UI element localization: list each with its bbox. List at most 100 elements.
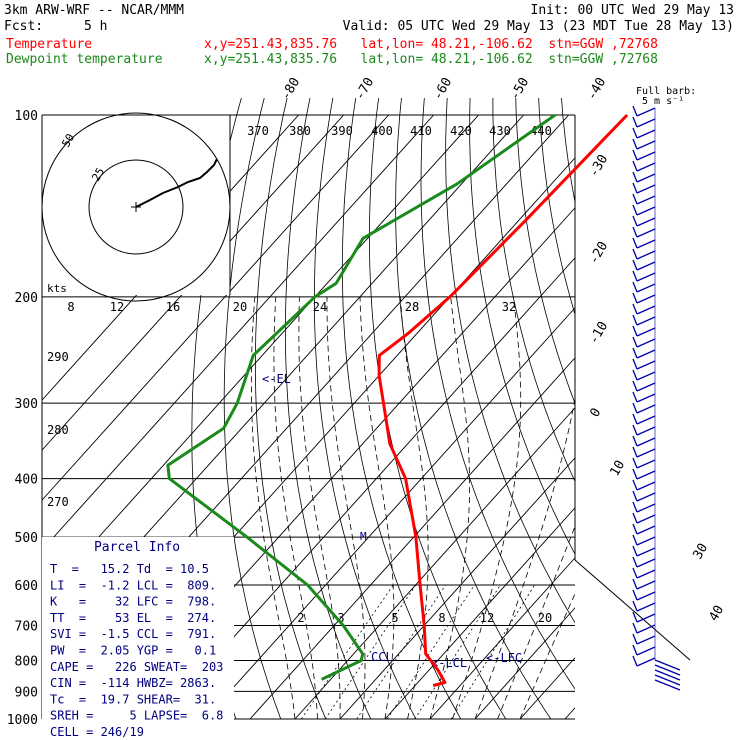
legend-temperature-info: x,y=251.43,835.76 lat,lon= 48.21,-106.62… xyxy=(204,37,658,52)
barb-flag xyxy=(632,105,638,117)
dry-adiabat xyxy=(538,98,575,316)
theta-label: 280 xyxy=(47,423,69,437)
wind-barb xyxy=(632,149,656,161)
barb-staff xyxy=(636,536,656,546)
isotherm-line xyxy=(474,607,575,719)
barb-flag xyxy=(632,358,638,370)
barb-flag xyxy=(632,413,638,425)
barb-staff xyxy=(636,272,656,282)
isotherm-label: 40 xyxy=(706,603,727,624)
mixing-ratio-line xyxy=(386,584,475,719)
isotherm-line xyxy=(42,114,344,451)
barb-flag xyxy=(632,556,638,568)
mixing-ratio-label: 28 xyxy=(405,300,419,314)
barb-flag xyxy=(632,600,638,612)
barb-flag xyxy=(632,402,638,414)
theta-e-label: 370 xyxy=(247,124,269,138)
dry-adiabat xyxy=(285,98,372,719)
barb-staff xyxy=(636,184,656,194)
barb-staff xyxy=(636,437,656,447)
mixing-ratio-label: 20 xyxy=(233,300,247,314)
isotherm-label: -50 xyxy=(507,75,532,103)
barb-flag xyxy=(632,435,638,447)
barb-staff xyxy=(636,327,656,337)
mixing-ratio-label: 3 xyxy=(337,611,344,625)
forecast-value: 5 h xyxy=(84,19,108,34)
barb-staff xyxy=(636,558,656,568)
barb-flag xyxy=(632,347,638,359)
wind-barb xyxy=(632,589,656,601)
parcel-info-row: K = 32 LFC = 798. xyxy=(50,595,216,609)
isotherm-label: -10 xyxy=(586,319,611,347)
theta-e-label: 410 xyxy=(410,124,432,138)
wind-barb xyxy=(632,380,656,392)
dry-adiabat xyxy=(341,98,462,719)
barb-staff xyxy=(636,547,656,557)
ccl-marker: CCL xyxy=(371,650,393,664)
theta-e-label: 390 xyxy=(331,124,353,138)
barb-staff xyxy=(636,602,656,612)
theta-label: 270 xyxy=(47,495,69,509)
barb-staff xyxy=(636,349,656,359)
mixing-ratio-label: 5 xyxy=(391,611,398,625)
el-marker: <-EL xyxy=(262,372,291,386)
wind-barb xyxy=(632,193,656,205)
valid-time: Valid: 05 UTC Wed 29 May 13 (23 MDT Tue … xyxy=(342,19,734,34)
wind-barbs: Full barb:5 m s⁻¹ xyxy=(632,86,696,691)
barb-staff xyxy=(636,635,656,645)
isotherm-label: -20 xyxy=(586,239,611,267)
dry-adiabat xyxy=(515,98,575,405)
isotherm-label: -40 xyxy=(584,75,609,103)
isotherm-line xyxy=(159,257,575,719)
wind-barb xyxy=(632,490,656,502)
wind-barb xyxy=(632,325,656,337)
barb-staff xyxy=(636,206,656,216)
barb-staff xyxy=(636,492,656,502)
dry-adiabat xyxy=(719,87,740,731)
barb-staff xyxy=(636,338,656,348)
barb-flag xyxy=(632,226,638,238)
barb-staff xyxy=(636,162,656,172)
wind-barb xyxy=(632,237,656,249)
barb-flag xyxy=(632,138,638,150)
barb-flag xyxy=(632,182,638,194)
isotherm-line xyxy=(42,114,389,501)
isotherm-line xyxy=(204,307,575,719)
dry-adiabat xyxy=(368,98,507,719)
hodograph: 25 50 kts xyxy=(41,112,231,302)
small-mark: M xyxy=(360,530,367,543)
pressure-tick-label: 300 xyxy=(15,397,38,412)
theta-label: 290 xyxy=(47,350,69,364)
parcel-info-row: CELL = 246/19 xyxy=(50,725,144,739)
moist-adiabat xyxy=(399,296,429,719)
dry-adiabat xyxy=(395,98,552,719)
moist-adiabat xyxy=(251,296,296,719)
barb-flag xyxy=(632,292,638,304)
barb-flag xyxy=(632,215,638,227)
wind-barb xyxy=(632,116,656,128)
pressure-tick-label: 1000 xyxy=(7,713,38,728)
barb-staff xyxy=(636,624,656,634)
dry-adiabat-lines xyxy=(191,87,740,731)
barb-staff xyxy=(636,371,656,381)
barb-staff xyxy=(636,470,656,480)
barb-staff xyxy=(636,151,656,161)
wind-barb xyxy=(654,669,681,681)
wind-barb xyxy=(632,281,656,293)
parcel-info-row: PW = 2.05 YGP = 0.1 xyxy=(50,644,216,658)
barb-staff xyxy=(636,591,656,601)
barb-staff xyxy=(636,415,656,425)
moist-adiabat xyxy=(519,592,575,719)
sounding-traces xyxy=(166,113,629,687)
barb-flag xyxy=(632,193,638,205)
legend-dewpoint-info: x,y=251.43,835.76 lat,lon= 48.21,-106.62… xyxy=(204,52,658,67)
wind-barb xyxy=(632,622,656,634)
barb-staff xyxy=(636,569,656,579)
barb-flag xyxy=(632,116,638,128)
mixing-ratio-label: 16 xyxy=(166,300,180,314)
pressure-tick-label: 800 xyxy=(15,654,38,669)
barb-flag xyxy=(632,325,638,337)
mixing-ratio-label: 24 xyxy=(313,300,327,314)
wind-barb xyxy=(632,314,656,326)
